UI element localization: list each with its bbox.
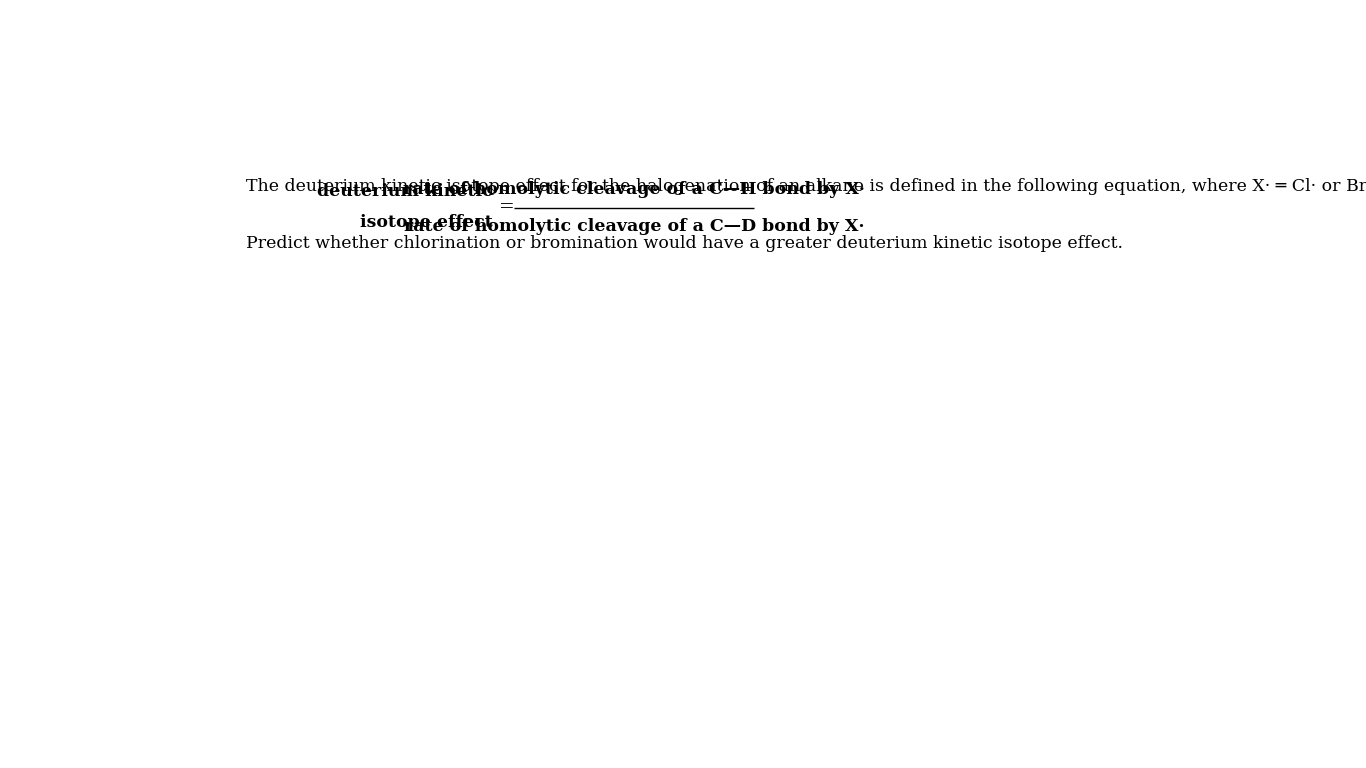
Text: rate of homolytic cleavage of a C—H bond by X·: rate of homolytic cleavage of a C—H bond… <box>403 181 865 198</box>
Text: =: = <box>500 198 515 216</box>
Text: Predict whether chlorination or bromination would have a greater deuterium kinet: Predict whether chlorination or brominat… <box>246 234 1123 252</box>
Text: isotope effect: isotope effect <box>359 214 492 231</box>
Text: The deuterium kinetic isotope effect for the halogenation of an alkane is define: The deuterium kinetic isotope effect for… <box>246 178 1366 195</box>
Text: deuterium kinetic: deuterium kinetic <box>317 183 492 200</box>
Text: rate of homolytic cleavage of a C—D bond by X·: rate of homolytic cleavage of a C—D bond… <box>403 217 865 235</box>
